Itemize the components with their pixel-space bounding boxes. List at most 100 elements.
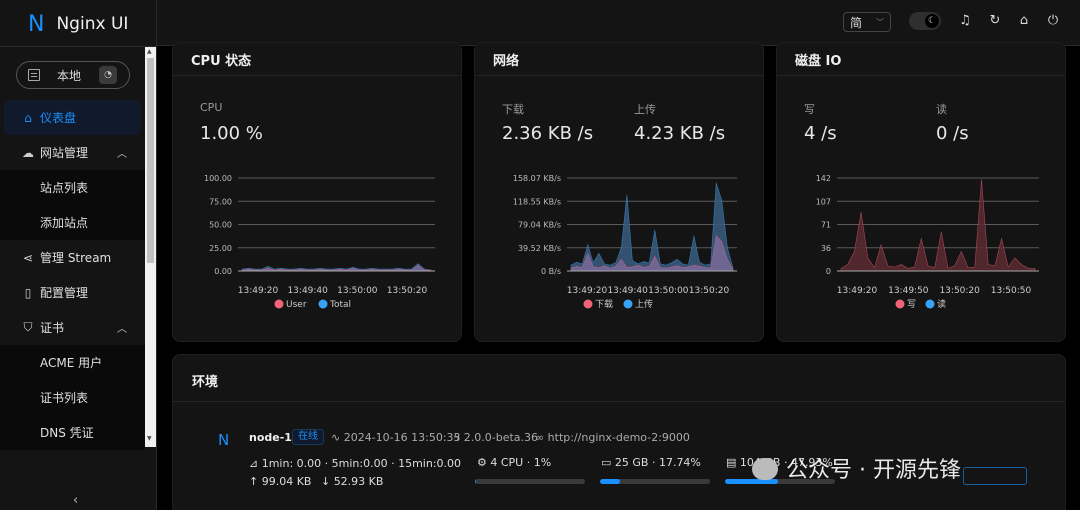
shield-icon: ⛉ — [23, 320, 33, 334]
load-average: ⊿ 1min: 0.00 · 5min:0.00 · 15min:0.00 — [249, 457, 462, 470]
link-icon: ∞ — [535, 431, 548, 444]
x-tick-label: 13:50:20 — [939, 286, 980, 296]
write-value: 4 /s — [804, 123, 837, 144]
y-tick-label: 79.04 KB/s — [518, 221, 561, 230]
sidebar-item-config[interactable]: ▯ 配置管理 — [0, 275, 145, 310]
y-tick-label: 25.00 — [209, 244, 232, 253]
sidebar-item-dns-credentials[interactable]: DNS 凭证 — [0, 415, 145, 450]
reload-icon[interactable]: ↻ — [989, 13, 1001, 28]
node-action-button[interactable] — [963, 467, 1027, 485]
theme-toggle[interactable]: ☾ — [909, 12, 941, 30]
legend-label[interactable]: 写 — [907, 299, 916, 310]
environment-selector[interactable]: 本地 ◔ — [16, 61, 130, 89]
sidebar-item-sites[interactable]: ☁ 网站管理 ︿ — [0, 135, 145, 170]
network-totals: ↑ 99.04 KB ↓ 52.93 KB — [249, 475, 384, 488]
status-badge: 在线 — [292, 429, 324, 445]
x-tick-label: 13:49:40 — [607, 286, 648, 296]
environment-card: 环境 N node-1 在线 ∿ 2024-10-16 13:50:33 ϟ 2… — [172, 354, 1066, 510]
write-label: 写 — [804, 103, 815, 116]
sidebar-item-acme-users[interactable]: ACME 用户 — [0, 345, 145, 380]
series-area-Total — [241, 263, 432, 272]
network-chart: 158.07 KB/s 118.55 KB/s 79.04 KB/s 39.52 KB… — [513, 174, 737, 310]
moon-icon: ☾ — [925, 14, 939, 28]
upload-value: 4.23 KB /s — [634, 123, 726, 144]
scroll-down-arrow-icon[interactable]: ▼ — [147, 435, 152, 442]
card-title: CPU 状态 — [191, 54, 252, 69]
dashboard-switch-icon[interactable]: ◔ — [99, 66, 118, 84]
node-time: ∿ 2024-10-16 13:50:33 — [331, 431, 461, 444]
y-tick-label: 0 B/s — [541, 267, 561, 276]
y-tick-label: 75.00 — [209, 197, 232, 206]
legend-marker — [895, 299, 905, 309]
x-tick-label: 13:50:00 — [648, 286, 689, 296]
read-value: 0 /s — [936, 123, 969, 144]
series-area-User — [241, 265, 432, 272]
x-tick-label: 13:49:20 — [238, 286, 279, 296]
x-tick-label: 13:50:20 — [387, 286, 428, 296]
divider — [0, 46, 157, 47]
sidebar-item-site-list[interactable]: 站点列表 — [0, 170, 145, 205]
language-select[interactable]: 简 ﹀ — [843, 12, 891, 32]
line-chart-icon: ⊿ — [249, 457, 262, 470]
top-header: 简 ﹀ ☾ ♫ ↻ ⌂ ⏻ — [157, 0, 1080, 46]
y-tick-label: 71 — [821, 221, 831, 230]
legend-label[interactable]: Total — [329, 300, 351, 310]
activity-icon: ∿ — [331, 431, 344, 444]
sidebar-item-certificates[interactable]: ⛉ 证书 ︿ — [0, 310, 145, 345]
sidebar-scrollbar-thumb[interactable] — [147, 58, 154, 263]
legend-marker — [274, 299, 284, 309]
scroll-up-arrow-icon[interactable]: ▲ — [147, 48, 152, 55]
y-tick-label: 142 — [816, 174, 831, 183]
disk-chart: 142 107 71 36 0 13:49:20 13:49:50 13:50:20 13:50… — [816, 174, 1039, 310]
node-name[interactable]: node-1 — [249, 431, 292, 444]
x-tick-label: 13:49:20 — [567, 286, 608, 296]
cloud-icon: ☁ — [22, 145, 34, 160]
sidebar-item-label: 配置管理 — [40, 286, 89, 300]
app-title: Nginx UI — [56, 14, 129, 34]
x-tick-label: 13:49:20 — [837, 286, 878, 296]
lightning-icon: ϟ — [453, 431, 464, 444]
sidebar-item-stream[interactable]: ⋖ 管理 Stream — [0, 240, 145, 275]
cpu-card: CPU 状态 CPU 1.00 % 100.00 75.00 50.00 25.00 0… — [172, 42, 462, 342]
cpu-label: CPU — [200, 101, 223, 114]
legend-label[interactable]: 上传 — [635, 298, 653, 310]
sidebar-item-label: DNS 凭证 — [40, 426, 94, 440]
sidebar-item-cert-list[interactable]: 证书列表 — [0, 380, 145, 415]
cpu-resource: ⚙ 4 CPU · 1% — [477, 456, 552, 469]
collapse-sidebar-icon[interactable]: ‹ — [73, 493, 79, 508]
legend-label[interactable]: User — [286, 300, 307, 310]
bell-icon[interactable]: ♫ — [959, 13, 971, 28]
sidebar-menu: ⌂ 仪表盘 ☁ 网站管理 ︿ 站点列表 添加站点 ⋖ 管理 Stream ▯ 配… — [0, 100, 145, 450]
share-icon: ⋖ — [22, 250, 34, 265]
legend-label[interactable]: 下载 — [595, 298, 613, 310]
sidebar-item-dashboard[interactable]: ⌂ 仪表盘 — [4, 100, 141, 135]
cpu-chip-icon: ⚙ — [477, 456, 491, 469]
logout-icon[interactable]: ⏻ — [1047, 13, 1059, 28]
sidebar-item-label: 网站管理 — [40, 146, 89, 160]
legend-label[interactable]: 读 — [937, 298, 946, 310]
cpu-progress-fill — [475, 479, 477, 484]
sidebar-item-label: 证书列表 — [40, 391, 89, 405]
sidebar-submenu-certificates: ACME 用户 证书列表 DNS 凭证 — [0, 345, 145, 450]
node-url[interactable]: ∞ http://nginx-demo-2:9000 — [535, 431, 690, 444]
nginx-logo-icon: N — [28, 11, 45, 37]
y-tick-label: 0 — [826, 267, 831, 276]
sidebar-item-label: ACME 用户 — [40, 356, 103, 370]
y-tick-label: 36 — [821, 244, 831, 253]
environment-label: 本地 — [57, 68, 82, 83]
home-icon[interactable]: ⌂ — [1019, 13, 1029, 28]
series-area-下载 — [570, 235, 734, 272]
watermark: 公众号 · 开源先锋 — [752, 452, 961, 484]
app-logo[interactable]: N Nginx UI — [28, 10, 128, 38]
y-tick-label: 100.00 — [204, 174, 232, 183]
sidebar-item-label: 仪表盘 — [40, 111, 77, 125]
sidebar-item-label: 添加站点 — [40, 216, 89, 230]
cpu-chart: 100.00 75.00 50.00 25.00 0.00 13:49:20 13:49:4… — [204, 174, 435, 310]
y-tick-label: 39.52 KB/s — [518, 244, 561, 253]
disk-card: 磁盘 IO 写 4 /s 读 0 /s 142 107 71 36 0 13:49:20 1… — [776, 42, 1066, 342]
series-area-上传 — [570, 182, 734, 272]
x-tick-label: 13:50:20 — [689, 286, 730, 296]
upload-label: 上传 — [634, 103, 656, 116]
memory-progress — [600, 479, 710, 484]
sidebar-item-add-site[interactable]: 添加站点 — [0, 205, 145, 240]
